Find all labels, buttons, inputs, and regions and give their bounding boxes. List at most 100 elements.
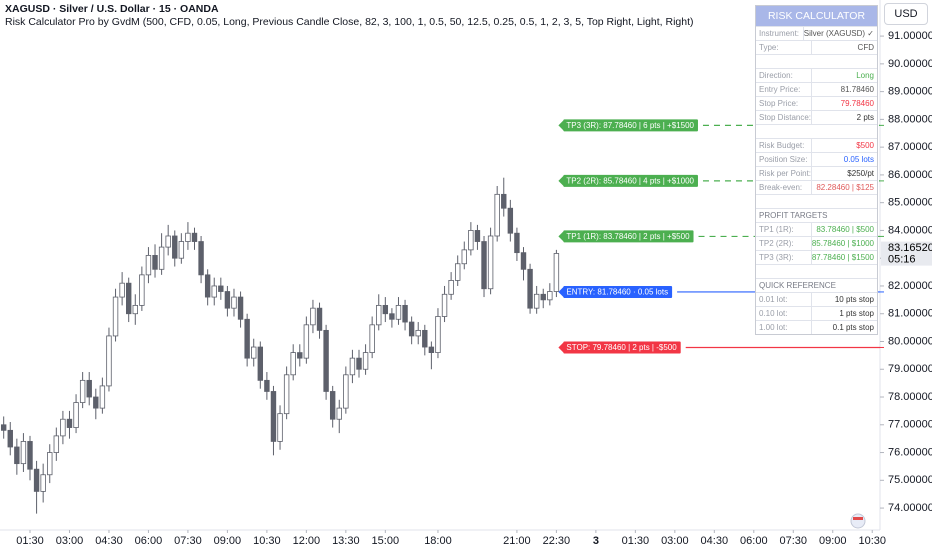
level-label-pointer — [558, 285, 565, 298]
candle-body — [204, 274, 211, 298]
candle-body — [474, 230, 481, 242]
y-tick-label: 91.00000 — [888, 30, 932, 42]
panel-value: 0.05 lots — [843, 155, 874, 164]
panel-value: 2 pts — [856, 113, 874, 122]
candle-body — [33, 468, 40, 492]
panel-spacer — [756, 264, 877, 278]
level-label-box — [563, 341, 681, 354]
candle-body — [369, 324, 375, 353]
candle-body — [40, 474, 46, 492]
level-label-pointer — [558, 341, 565, 354]
panel-label: 0.01 lot: — [756, 293, 812, 306]
candle-body — [408, 321, 415, 337]
level-label-pointer — [558, 230, 565, 243]
candle-body — [481, 241, 487, 290]
candle-body — [237, 296, 244, 320]
y-tick-label: 90.00000 — [888, 58, 932, 70]
candle-body — [53, 435, 60, 453]
candle-body — [362, 352, 369, 370]
level-label-pointer — [558, 174, 565, 187]
symbol-title: XAGUSD · Silver / U.S. Dollar · 15 · OAN… — [5, 3, 219, 15]
candle-body — [376, 304, 382, 326]
candle-body — [0, 424, 7, 431]
candle-body — [178, 241, 185, 259]
x-tick-label: 15:00 — [372, 535, 400, 547]
x-tick-label: 09:00 — [819, 535, 847, 547]
panel-label: Instrument: — [756, 27, 804, 40]
currency-button[interactable]: USD — [884, 3, 928, 25]
x-tick-label: 10:30 — [253, 535, 281, 547]
panel-label: Stop Distance: — [756, 111, 812, 124]
candle-body — [264, 379, 270, 392]
level-label: STOP: 79.78460 | 2 pts | -$500 — [566, 343, 677, 352]
y-tick-label: 79.00000 — [888, 363, 932, 375]
panel-title: RISK CALCULATOR PRO — [756, 6, 877, 42]
candle-body — [520, 252, 527, 270]
panel-label: Break-even: — [756, 181, 812, 194]
candle-body — [323, 329, 329, 392]
panel-row: Break-even: 82.28460 | $125 — [756, 180, 877, 194]
panel-label: Stop Price: — [756, 97, 812, 110]
x-tick-label: 13:30 — [332, 535, 360, 547]
candle-body — [185, 232, 191, 242]
candle-body — [290, 352, 296, 376]
countdown: 05:16 — [888, 254, 916, 266]
level-label-box — [563, 285, 673, 298]
candle-body — [527, 268, 533, 309]
panel-value: 87.78460 | $1500 — [811, 253, 874, 262]
candle-body — [152, 255, 158, 270]
panel-row: Entry Price: 81.78460 — [756, 82, 877, 96]
panel-value: Long — [856, 71, 874, 80]
x-tick-label: 03:00 — [661, 535, 689, 547]
y-tick-label: 82.00000 — [888, 280, 932, 292]
candle-body — [158, 246, 165, 270]
level-label-box — [563, 174, 698, 187]
candle-body — [501, 193, 507, 209]
panel-label: Type: — [756, 41, 812, 54]
panel-value: Silver (XAGUSD) ✓ — [803, 29, 874, 38]
last-price-tag — [881, 241, 932, 266]
candle-body — [454, 263, 461, 281]
panel-value: 0.1 pts stop — [832, 323, 874, 332]
x-tick-label: 21:00 — [503, 535, 531, 547]
candle-body — [494, 193, 500, 237]
level: STOP: 79.78460 | 2 pts | -$500 — [558, 341, 884, 354]
candle-body — [211, 285, 217, 298]
candle-body — [540, 293, 546, 301]
panel-spacer — [756, 54, 877, 68]
candle-body — [283, 374, 290, 415]
candle-body — [218, 285, 224, 292]
candle-body — [461, 249, 467, 265]
x-tick-label: 18:00 — [424, 535, 452, 547]
candle-body — [7, 429, 13, 448]
panel-label: TP1 (1R): — [756, 223, 812, 236]
level-label: TP2 (2R): 85.78460 | 4 pts | +$1000 — [566, 176, 694, 185]
candle-body — [165, 235, 171, 248]
level-label: TP3 (3R): 87.78460 | 6 pts | +$1500 — [566, 121, 694, 130]
indicator-title: Risk Calculator Pro by GvdM (500, CFD, 0… — [5, 16, 694, 28]
panel-label: TP2 (2R): — [756, 237, 812, 250]
panel-row: 1.00 lot: 0.1 pts stop — [756, 320, 877, 334]
candle-body — [533, 293, 540, 309]
candle-body — [132, 304, 138, 315]
panel-value: $250/pt — [847, 169, 874, 178]
y-tick-label: 86.00000 — [888, 169, 932, 181]
candle-body — [336, 407, 342, 420]
y-tick-label: 77.00000 — [888, 419, 932, 431]
flag-icon[interactable] — [850, 513, 866, 529]
x-tick-label: 06:00 — [135, 535, 163, 547]
candle-body — [20, 441, 27, 465]
panel-row: 0.01 lot: 10 pts stop — [756, 292, 877, 306]
panel-value: 82.28460 | $125 — [816, 183, 874, 192]
candle-body — [93, 396, 99, 409]
candle-body — [310, 307, 316, 326]
candle-body — [349, 357, 356, 376]
candle-body — [441, 293, 448, 317]
x-tick-label: 04:30 — [95, 535, 123, 547]
panel-row: Risk Budget: $500 — [756, 138, 877, 152]
candle-body — [303, 324, 310, 359]
candle-body — [428, 346, 435, 353]
panel-label: Risk per Point: — [756, 167, 812, 180]
panel-row: Direction: Long — [756, 68, 877, 82]
